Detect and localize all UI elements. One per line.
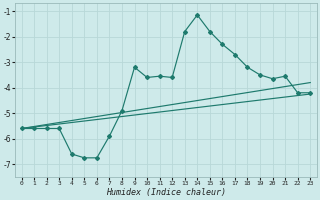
X-axis label: Humidex (Indice chaleur): Humidex (Indice chaleur) xyxy=(106,188,226,197)
